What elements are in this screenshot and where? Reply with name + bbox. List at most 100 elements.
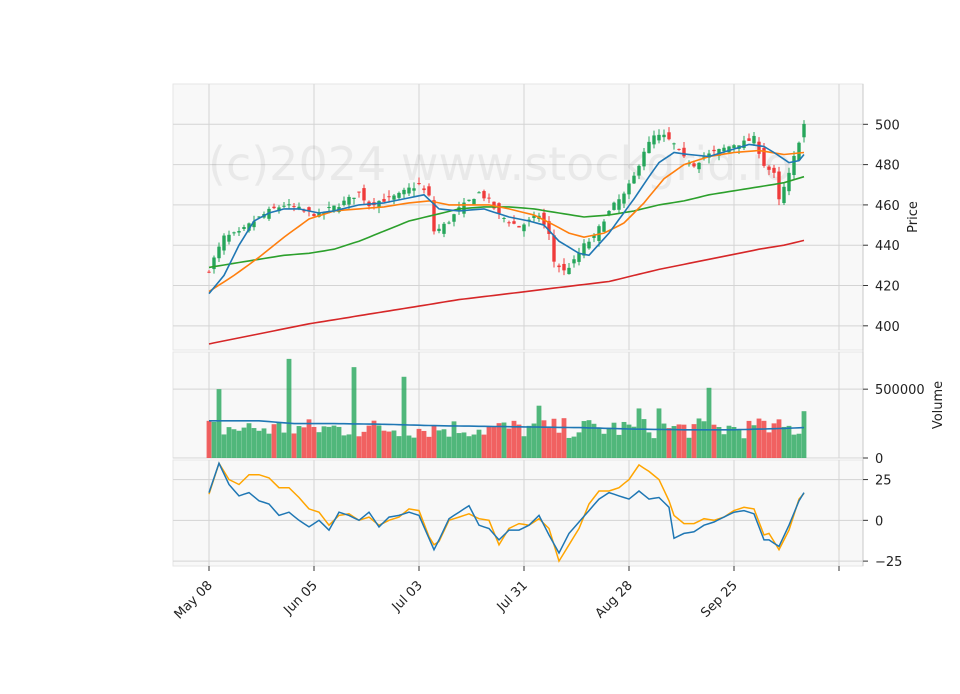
volume-bar bbox=[636, 408, 642, 458]
candle bbox=[217, 242, 221, 263]
candle bbox=[442, 221, 446, 238]
volume-bar bbox=[321, 426, 327, 458]
candle bbox=[782, 182, 786, 206]
volume-bar bbox=[676, 424, 682, 458]
candle bbox=[207, 269, 211, 274]
candle bbox=[242, 224, 246, 232]
candle-body bbox=[542, 212, 546, 225]
candle bbox=[387, 190, 391, 203]
volume-bar bbox=[711, 424, 717, 458]
candle bbox=[617, 194, 621, 214]
volume-bar bbox=[206, 420, 212, 458]
y-tick-label: 0 bbox=[875, 452, 883, 467]
candle bbox=[612, 201, 616, 211]
volume-bar bbox=[731, 427, 737, 458]
candle-body bbox=[422, 188, 426, 191]
candle bbox=[547, 216, 551, 240]
candle-body bbox=[362, 188, 366, 201]
candle bbox=[272, 203, 276, 210]
volume-bar bbox=[776, 419, 782, 458]
candle-body bbox=[792, 155, 796, 176]
volume-bar bbox=[411, 437, 417, 458]
candle bbox=[667, 127, 671, 141]
volume-bar bbox=[671, 426, 677, 458]
candle bbox=[232, 231, 236, 236]
volume-bar bbox=[721, 434, 727, 458]
volume-bar bbox=[641, 419, 647, 458]
candle-body bbox=[672, 143, 676, 145]
candle-body bbox=[667, 132, 671, 140]
volume-bar bbox=[371, 420, 377, 458]
candle-body bbox=[417, 183, 421, 185]
watermark-text: (c)2024 www.stockgrid.io bbox=[208, 137, 792, 191]
candle bbox=[682, 141, 686, 159]
candle-body bbox=[522, 224, 526, 232]
candle-body bbox=[762, 147, 766, 166]
volume-bar bbox=[231, 429, 237, 458]
candle-body bbox=[257, 216, 261, 218]
volume-bar bbox=[656, 408, 662, 458]
candle-body bbox=[307, 207, 311, 212]
volume-bar bbox=[791, 434, 797, 458]
volume-bar bbox=[426, 436, 432, 458]
volume-bar bbox=[401, 376, 407, 458]
candle bbox=[652, 130, 656, 149]
volume-bar bbox=[536, 405, 542, 458]
volume-bar bbox=[786, 425, 792, 458]
volume-bar bbox=[271, 424, 277, 458]
candle bbox=[227, 230, 231, 245]
candle bbox=[397, 191, 401, 201]
y-tick-label: 500000 bbox=[875, 383, 925, 398]
candle-body bbox=[207, 271, 211, 273]
volume-bar bbox=[746, 420, 752, 458]
candle-body bbox=[547, 221, 551, 234]
candle bbox=[732, 143, 736, 152]
candle bbox=[362, 184, 366, 205]
volume-bar bbox=[256, 430, 262, 458]
y-tick-label: 420 bbox=[875, 280, 900, 295]
candle bbox=[637, 164, 641, 180]
volume-bar bbox=[681, 424, 687, 458]
volume-bar bbox=[216, 389, 222, 458]
volume-bar bbox=[601, 433, 607, 458]
volume-bar bbox=[346, 434, 352, 458]
candle bbox=[742, 135, 746, 150]
candle-body bbox=[412, 188, 416, 191]
candle-body bbox=[767, 166, 771, 170]
ma-mid-line bbox=[208, 149, 805, 293]
volume-bar bbox=[736, 429, 742, 458]
candle bbox=[407, 183, 411, 197]
candle-body bbox=[662, 134, 666, 138]
x-tick-label: Jul 03 bbox=[389, 578, 426, 615]
candle-body bbox=[647, 141, 651, 154]
candle bbox=[757, 137, 761, 159]
volume-bar bbox=[476, 429, 482, 458]
candle-body bbox=[707, 153, 711, 158]
volume-bar bbox=[241, 427, 247, 458]
candle-body bbox=[442, 223, 446, 234]
x-tick-label: Jul 31 bbox=[494, 578, 531, 615]
volume-bar bbox=[416, 428, 422, 458]
volume-bar bbox=[751, 425, 757, 458]
candle bbox=[502, 216, 506, 223]
ma-fast-line bbox=[208, 143, 805, 295]
candle-body bbox=[292, 206, 296, 208]
candle bbox=[312, 212, 316, 217]
x-tick-label: Aug 28 bbox=[593, 578, 636, 621]
candle bbox=[577, 247, 581, 266]
candle-body bbox=[327, 207, 331, 209]
candle bbox=[777, 166, 781, 206]
candle bbox=[747, 133, 751, 141]
candle-body bbox=[622, 193, 626, 204]
volume-bar bbox=[276, 422, 282, 458]
candle bbox=[657, 129, 661, 144]
candle-body bbox=[512, 221, 516, 224]
candle-body bbox=[407, 187, 411, 194]
candle bbox=[677, 148, 681, 151]
candle-body bbox=[732, 145, 736, 149]
candle bbox=[602, 219, 606, 232]
y-tick-label: 25 bbox=[875, 474, 892, 489]
candle-body bbox=[752, 135, 756, 144]
candle bbox=[477, 191, 481, 194]
volume-bar bbox=[546, 426, 552, 458]
